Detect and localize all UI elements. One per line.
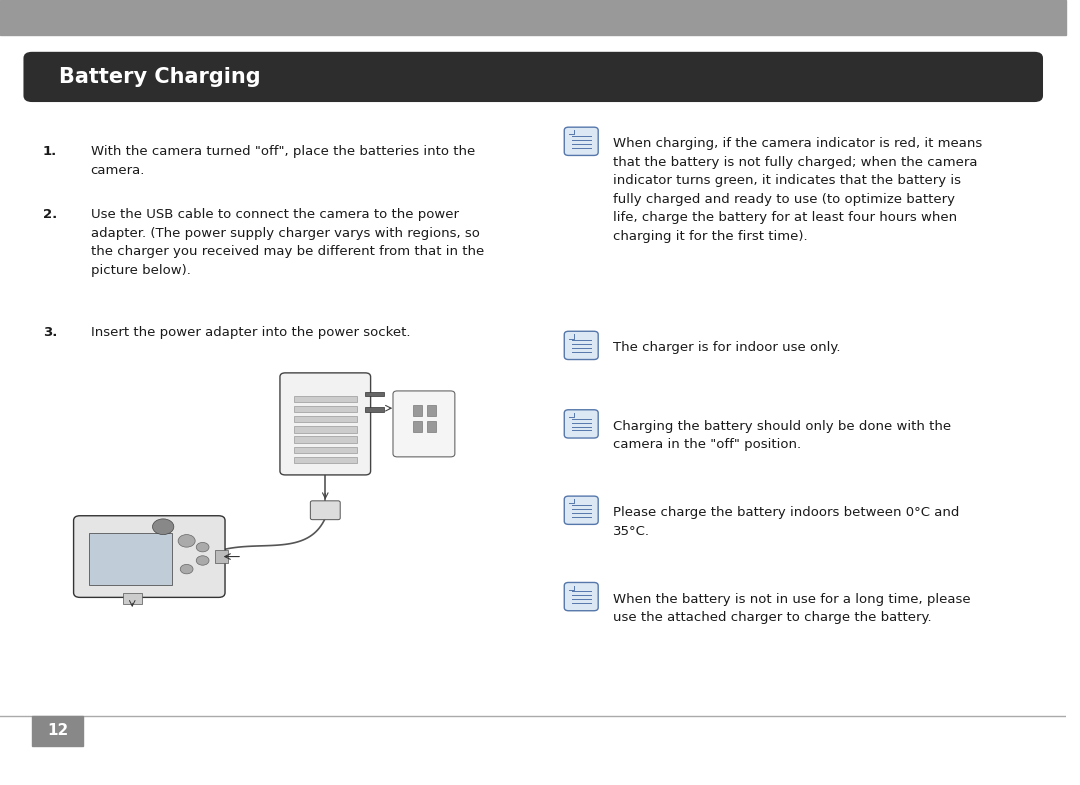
Polygon shape: [568, 499, 575, 503]
Bar: [294, 457, 356, 463]
Bar: [414, 421, 422, 432]
Bar: [427, 405, 435, 416]
Bar: [89, 533, 172, 585]
Bar: [294, 426, 356, 433]
Text: When the battery is not in use for a long time, please
use the attached charger : When the battery is not in use for a lon…: [613, 593, 971, 624]
FancyBboxPatch shape: [24, 52, 1043, 102]
Bar: [32, 716, 83, 746]
FancyBboxPatch shape: [564, 410, 598, 438]
Polygon shape: [568, 413, 575, 417]
Text: The charger is for indoor use only.: The charger is for indoor use only.: [613, 341, 840, 355]
Bar: [365, 392, 384, 396]
Text: 12: 12: [46, 723, 68, 739]
Circle shape: [178, 535, 195, 547]
FancyBboxPatch shape: [564, 331, 598, 360]
Bar: [414, 405, 422, 416]
FancyBboxPatch shape: [310, 501, 340, 520]
FancyBboxPatch shape: [564, 127, 598, 155]
Polygon shape: [568, 334, 575, 338]
Bar: [427, 421, 435, 432]
Bar: [215, 550, 228, 563]
Text: Charging the battery should only be done with the
camera in the "off" position.: Charging the battery should only be done…: [613, 420, 951, 451]
Bar: [294, 447, 356, 453]
Text: Insert the power adapter into the power socket.: Insert the power adapter into the power …: [91, 326, 410, 339]
Circle shape: [197, 556, 210, 565]
FancyBboxPatch shape: [280, 373, 370, 475]
Bar: [365, 407, 384, 412]
Text: With the camera turned "off", place the batteries into the
camera.: With the camera turned "off", place the …: [91, 145, 475, 177]
Bar: [294, 416, 356, 422]
Text: 2.: 2.: [42, 208, 57, 221]
Bar: [294, 396, 356, 402]
Bar: [294, 436, 356, 443]
Circle shape: [197, 542, 210, 552]
Bar: [294, 406, 356, 412]
Text: 3.: 3.: [42, 326, 57, 339]
Text: 1.: 1.: [42, 145, 57, 159]
Polygon shape: [568, 586, 575, 590]
Bar: [0, 0, 1066, 35]
FancyBboxPatch shape: [564, 496, 598, 524]
Circle shape: [180, 564, 193, 574]
Text: Please charge the battery indoors between 0°C and
35°C.: Please charge the battery indoors betwee…: [613, 506, 960, 538]
FancyBboxPatch shape: [393, 391, 455, 457]
Text: Battery Charging: Battery Charging: [58, 67, 260, 87]
Bar: [123, 593, 141, 604]
Text: When charging, if the camera indicator is red, it means
that the battery is not : When charging, if the camera indicator i…: [613, 137, 983, 243]
Circle shape: [152, 519, 174, 535]
FancyBboxPatch shape: [564, 582, 598, 611]
Text: Use the USB cable to connect the camera to the power
adapter. (The power supply : Use the USB cable to connect the camera …: [91, 208, 484, 276]
FancyBboxPatch shape: [73, 516, 225, 597]
Polygon shape: [568, 130, 575, 134]
